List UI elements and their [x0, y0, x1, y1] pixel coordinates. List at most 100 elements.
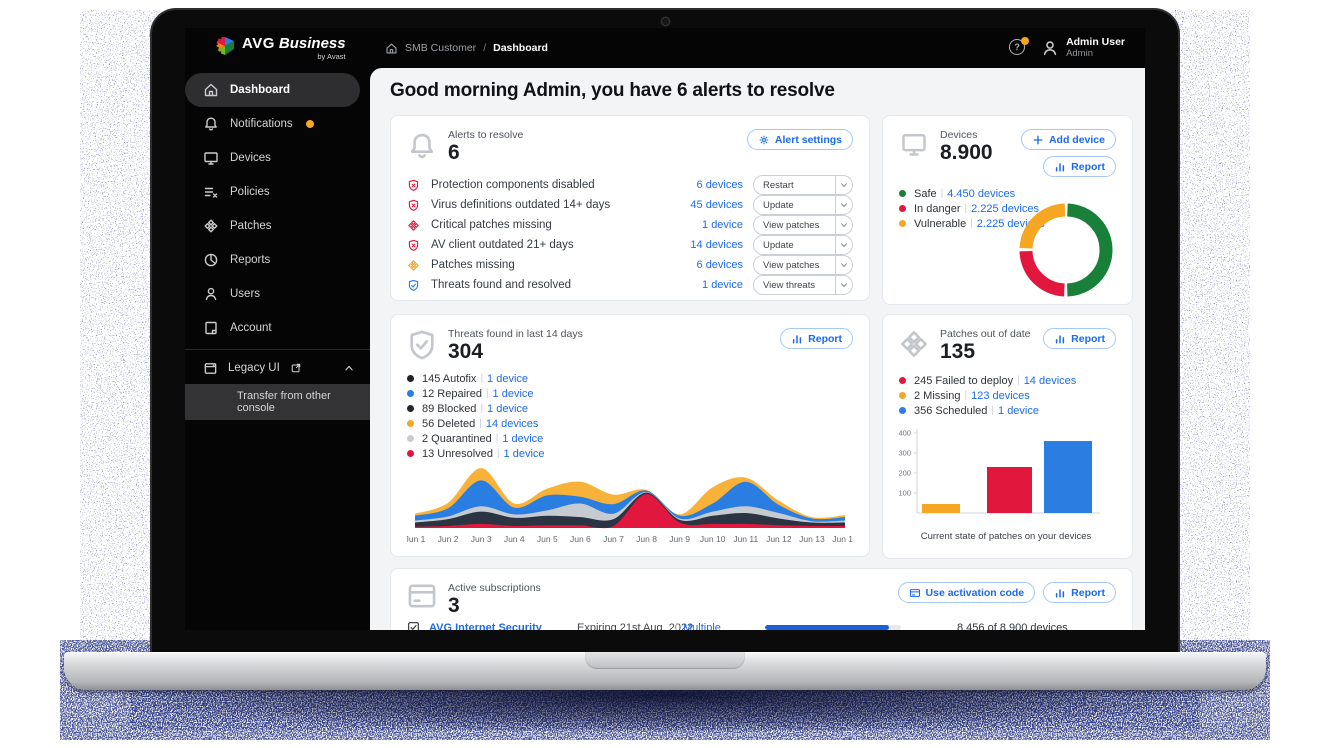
alert-action-dropdown[interactable]: View patches	[753, 255, 853, 276]
patches-title: Patches out of date	[940, 328, 1031, 340]
svg-text:Jun 12: Jun 12	[766, 534, 792, 544]
alert-row: Critical patches missing 1 device View pat…	[407, 215, 853, 236]
alert-action-dropdown[interactable]: Update	[753, 195, 853, 216]
alerts-title: Alerts to resolve	[448, 129, 524, 141]
use-activation-code-button[interactable]: Use activation code	[897, 582, 1036, 603]
svg-text:Jun 2: Jun 2	[438, 534, 459, 544]
legend-dot	[407, 405, 414, 413]
user-icon	[203, 286, 219, 302]
topbar: AVG Business by Avast SMB Customer / Das…	[185, 28, 1145, 68]
legend-devices-link[interactable]: 4.450 devices	[947, 187, 1016, 200]
patches-count: 135	[940, 340, 976, 363]
legend-dot	[407, 420, 414, 428]
chevron-down-icon	[840, 221, 848, 229]
sidebar-item-policies[interactable]: Policies	[185, 175, 360, 209]
svg-text:Jun 1: Jun 1	[407, 534, 426, 544]
legend-label: 356 Scheduled	[914, 404, 988, 417]
sidebar-item-reports[interactable]: Reports	[185, 243, 360, 277]
svg-text:Jun 10: Jun 10	[700, 534, 726, 544]
alert-row: Protection components disabled 6 devices R…	[407, 175, 853, 196]
shield-alert-icon	[407, 179, 420, 192]
divider: |	[480, 403, 484, 415]
user-menu[interactable]: Admin User Admin	[1041, 36, 1125, 60]
patches-report-button[interactable]: Report	[1043, 328, 1116, 349]
sidebar-item-label: Users	[230, 288, 261, 300]
legacy-label: Legacy UI	[228, 362, 280, 374]
credit-card-icon	[909, 587, 921, 599]
svg-text:Jun 7: Jun 7	[603, 534, 624, 544]
divider: |	[940, 188, 944, 199]
legend-row: 2 Missing | 123 devices	[899, 388, 1116, 403]
sidebar-item-dashboard[interactable]: Dashboard	[185, 73, 360, 107]
legend-label: 2 Quarantined	[422, 432, 492, 445]
alert-action-dropdown[interactable]: Restart	[753, 175, 853, 196]
subscription-checkbox[interactable]	[407, 621, 420, 630]
bar-chart-icon	[1054, 333, 1066, 345]
subscriptions-report-button[interactable]: Report	[1043, 582, 1116, 603]
alert-devices-link[interactable]: 45 devices	[690, 199, 743, 212]
sidebar-item-patches[interactable]: Patches	[185, 209, 360, 243]
subscriptions-card: Active subscriptions 3 Use activation co…	[390, 568, 1133, 630]
breadcrumb-parent[interactable]: SMB Customer	[405, 42, 477, 54]
alert-devices-link[interactable]: 14 devices	[690, 239, 743, 252]
bar-chart-caption: Current state of patches on your devices	[920, 531, 1092, 542]
legend-devices-link[interactable]: 123 devices	[971, 389, 1030, 402]
sidebar-item-label: Notifications	[230, 118, 293, 130]
svg-text:Jun 11: Jun 11	[733, 534, 758, 544]
alert-devices-link[interactable]: 6 devices	[696, 179, 743, 192]
threats-report-button[interactable]: Report	[780, 328, 853, 349]
legend-devices-link[interactable]: 1 device	[502, 432, 544, 445]
alert-devices-link[interactable]: 1 device	[702, 279, 743, 292]
legend-devices-link[interactable]: 1 device	[487, 372, 529, 385]
legend-label: 13 Unresolved	[422, 447, 493, 460]
chevron-down-icon	[840, 181, 848, 189]
sidebar-item-legacy-ui[interactable]: Legacy UI	[185, 352, 370, 384]
legend-dot	[407, 450, 414, 458]
devices-report-button[interactable]: Report	[1043, 156, 1116, 177]
subscription-scope-link[interactable]: Multiple	[683, 621, 721, 631]
svg-text:Jun 9: Jun 9	[669, 534, 690, 544]
legend-devices-link[interactable]: 1 device	[503, 447, 545, 460]
sidebar-item-label: Dashboard	[230, 84, 291, 96]
alert-action-dropdown[interactable]: View threats	[753, 275, 853, 296]
chevron-down-icon	[840, 201, 848, 209]
alert-settings-button[interactable]: Alert settings	[746, 129, 853, 150]
webcam-dot	[662, 18, 669, 25]
legend-label: 245 Failed to deploy	[914, 374, 1014, 387]
legend-dot	[899, 407, 906, 415]
divider: |	[496, 448, 500, 460]
legend-devices-link[interactable]: 1 device	[487, 402, 529, 415]
alert-devices-link[interactable]: 1 device	[702, 219, 743, 232]
sidebar-item-account[interactable]: Account	[185, 311, 360, 345]
help-button[interactable]: ?	[1009, 37, 1030, 57]
page-title: Good morning Admin, you have 6 alerts to…	[390, 80, 835, 101]
avg-logo: AVG Business by Avast	[215, 36, 346, 61]
sidebar-item-label: Policies	[230, 186, 270, 198]
subscription-product-link[interactable]: AVG Internet Security	[429, 621, 542, 631]
shield-check-icon	[407, 279, 420, 292]
divider: |	[970, 218, 973, 229]
sidebar-item-notifications[interactable]: Notifications	[185, 107, 360, 141]
divider: |	[485, 388, 489, 400]
pie-chart-icon	[203, 252, 219, 268]
alert-action-dropdown[interactable]: Update	[753, 235, 853, 256]
alert-devices-link[interactable]: 6 devices	[696, 259, 743, 272]
divider: |	[964, 390, 968, 402]
sidebar-item-users[interactable]: Users	[185, 277, 360, 311]
add-device-button[interactable]: Add device	[1020, 129, 1116, 150]
alert-action-dropdown[interactable]: View patches	[753, 215, 853, 236]
sidebar-item-transfer-console[interactable]: Transfer from other console	[185, 384, 370, 420]
legend-label: 145 Autofix	[422, 372, 477, 385]
logo-product: Business	[278, 34, 346, 52]
threats-card: Threats found in last 14 days 304 Report	[390, 314, 870, 557]
subscriptions-title: Active subscriptions	[448, 582, 541, 594]
legend-devices-link[interactable]: 1 device	[998, 404, 1039, 417]
sidebar-item-devices[interactable]: Devices	[185, 141, 360, 175]
legend-devices-link[interactable]: 1 device	[492, 387, 534, 400]
legend-devices-link[interactable]: 14 devices	[1023, 374, 1077, 387]
breadcrumb-current: Dashboard	[493, 42, 548, 54]
legend-devices-link[interactable]: 14 devices	[485, 417, 539, 430]
legend-devices-link[interactable]: 2.225 devices	[971, 202, 1039, 215]
chevron-down-icon	[840, 241, 848, 249]
account-icon	[203, 320, 219, 336]
